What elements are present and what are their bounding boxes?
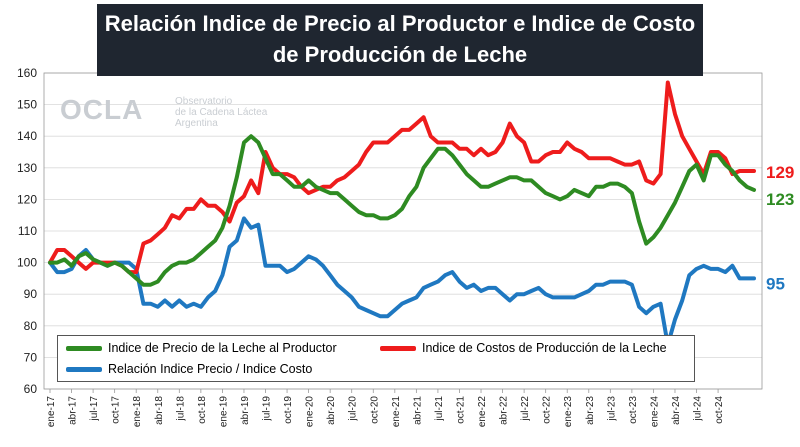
series-line-0	[48, 134, 756, 287]
x-tick-label: oct-19	[283, 396, 294, 424]
x-tick-label: ene-21	[391, 396, 402, 428]
x-tick-label: abr-22	[499, 396, 510, 425]
y-axis: 60 70 80 90 100 110 120 130 140 150 160	[17, 66, 37, 396]
x-tick-label: jul-19	[262, 396, 273, 422]
x-tick-label: jul-23	[606, 396, 617, 422]
x-tick-label: ene-22	[477, 396, 488, 428]
series-line-2	[48, 216, 756, 347]
legend-swatch-relacion	[66, 367, 102, 373]
watermark-subtitle: Observatorio de la Cadena Láctea Argenti…	[175, 96, 305, 129]
y-tick-label: 70	[24, 350, 38, 364]
legend: Indice de Precio de la Leche al Producto…	[57, 335, 695, 382]
x-tick-label: oct-21	[455, 396, 466, 424]
x-tick-label: jul-17	[89, 396, 100, 422]
watermark-line-2: de la Cadena Láctea	[175, 107, 268, 118]
x-tick-label: jul-20	[348, 396, 359, 422]
x-tick-label: abr-20	[326, 396, 337, 425]
watermark-line-1: Observatorio	[175, 96, 233, 107]
x-tick-label: ene-24	[649, 396, 660, 428]
x-tick-label: oct-18	[197, 396, 208, 424]
end-label-costo: 129	[766, 163, 794, 182]
legend-swatch-costo	[380, 346, 416, 352]
chart-title-line-2: de Producción de Leche	[272, 42, 528, 67]
series-line-1	[48, 80, 756, 275]
x-tick-label: abr-17	[68, 396, 79, 425]
x-tick-label: oct-22	[542, 396, 553, 424]
chart-title: Relación Indice de Precio al Productor e…	[97, 4, 703, 76]
y-tick-label: 140	[17, 129, 37, 143]
y-tick-label: 60	[24, 382, 38, 396]
legend-label-precio: Indice de Precio de la Leche al Producto…	[108, 341, 337, 355]
watermark-logo: OCLA	[60, 94, 144, 125]
y-tick-label: 150	[17, 98, 37, 112]
y-tick-label: 100	[17, 256, 37, 270]
x-tick-label: jul-21	[434, 396, 445, 422]
end-label-precio: 123	[766, 190, 794, 209]
x-tick-label: abr-21	[412, 396, 423, 425]
x-tick-label: abr-19	[240, 396, 251, 425]
legend-swatch-precio	[66, 346, 102, 352]
x-axis: ene-17 abr-17 jul-17 oct-17 ene-18 abr-18 jul-…	[46, 389, 725, 427]
x-tick-label: jul-18	[175, 396, 186, 422]
x-tick-label: oct-24	[714, 396, 725, 424]
x-tick-label: ene-23	[563, 396, 574, 428]
x-tick-label: abr-23	[585, 396, 596, 425]
y-tick-label: 80	[24, 319, 38, 333]
x-tick-label: ene-19	[218, 396, 229, 428]
x-tick-label: jul-22	[520, 396, 531, 422]
x-tick-label: jul-24	[693, 396, 704, 422]
series-lines: 123 129 95	[48, 80, 794, 347]
x-tick-label: oct-23	[628, 396, 639, 424]
legend-label-costo: Indice de Costos de Producción de la Lec…	[422, 341, 667, 355]
y-tick-label: 130	[17, 161, 37, 175]
y-tick-label: 90	[24, 287, 38, 301]
y-tick-label: 160	[17, 66, 37, 80]
legend-label-relacion: Relación Indice Precio / Indice Costo	[108, 362, 313, 376]
chart-title-line-1: Relación Indice de Precio al Productor e…	[104, 11, 696, 36]
x-tick-label: oct-20	[369, 396, 380, 424]
x-tick-label: abr-24	[671, 396, 682, 425]
x-tick-label: ene-17	[46, 396, 57, 428]
x-tick-label: ene-18	[132, 396, 143, 428]
y-tick-label: 120	[17, 192, 37, 206]
legend-item-costo: Indice de Costos de Producción de la Lec…	[380, 341, 667, 355]
legend-item-relacion: Relación Indice Precio / Indice Costo	[66, 362, 312, 376]
x-tick-label: ene-20	[305, 396, 316, 428]
legend-item-precio: Indice de Precio de la Leche al Producto…	[66, 341, 337, 355]
y-tick-label: 110	[18, 224, 37, 238]
end-label-relacion: 95	[766, 274, 785, 293]
watermark-line-3: Argentina	[175, 118, 218, 129]
x-tick-label: oct-17	[111, 396, 122, 424]
x-tick-label: abr-18	[154, 396, 165, 425]
